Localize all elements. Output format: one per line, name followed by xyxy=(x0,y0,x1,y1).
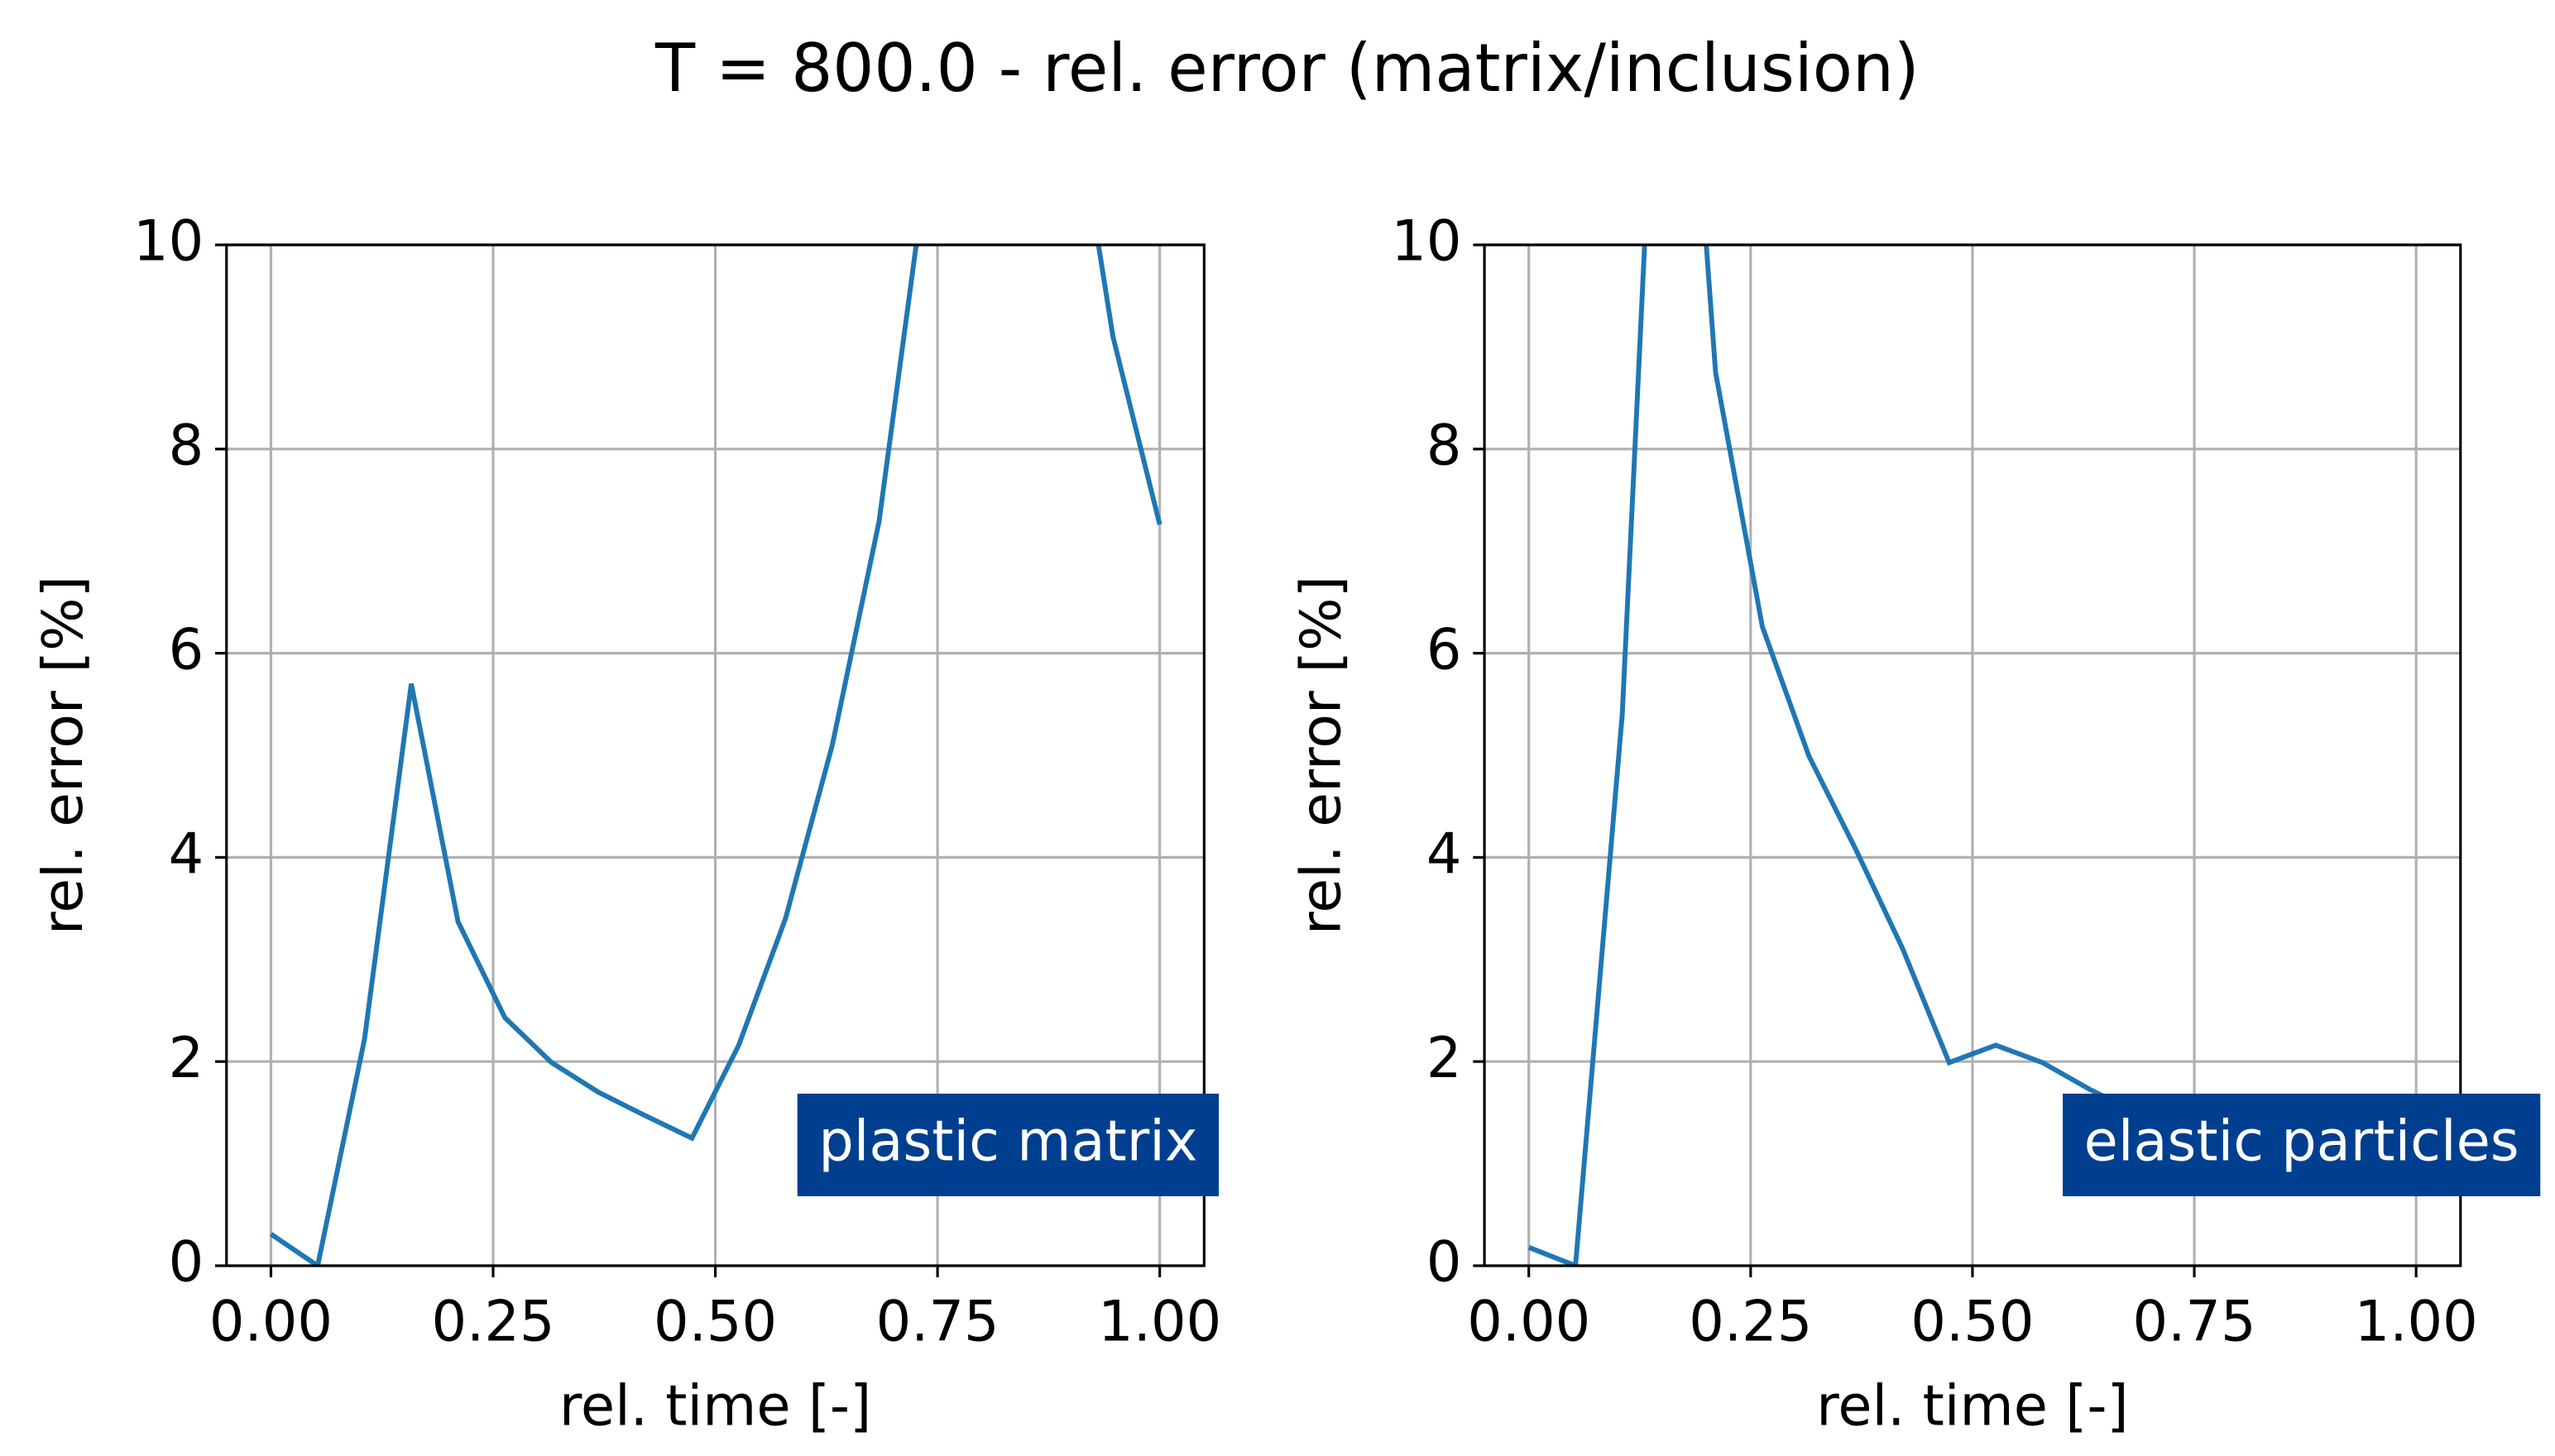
annotation-box xyxy=(2063,1094,2541,1196)
x-tick-label: 0.75 xyxy=(2133,1288,2256,1354)
subplot: 0.00 0.25 0.50 0.75 1.00 0 2 4 6 8 10 rel. time [-]… xyxy=(1288,208,2541,1439)
x-tick-label: 0.50 xyxy=(654,1288,777,1354)
x-axis-label: rel. time [-] xyxy=(559,1372,871,1439)
x-tick-label: 1.00 xyxy=(2355,1288,2478,1354)
x-tick-label: 0.25 xyxy=(1689,1288,1812,1354)
x-axis-label: rel. time [-] xyxy=(1816,1372,2128,1439)
y-tick-label: 0 xyxy=(169,1228,204,1295)
annotation: plastic matrix xyxy=(797,1094,1220,1196)
axes-frame xyxy=(1483,243,2462,1267)
x-tick-label: 0.00 xyxy=(1467,1288,1590,1354)
data-line xyxy=(269,245,1162,1266)
x-tick-label: 0.75 xyxy=(876,1288,999,1354)
y-tick-label: 10 xyxy=(133,208,204,274)
y-tick-label: 6 xyxy=(1426,616,1462,682)
y-axis-label: rel. error [%] xyxy=(1288,576,1353,935)
axes-frame xyxy=(225,243,1206,1267)
x-tick-label: 1.00 xyxy=(1098,1288,1221,1354)
y-tick-label: 2 xyxy=(1426,1024,1462,1090)
y-tick-label: 8 xyxy=(169,412,204,478)
x-tick-label: 0.25 xyxy=(431,1288,554,1354)
x-tick-label: 0.00 xyxy=(209,1288,333,1354)
y-tick-label: 6 xyxy=(169,616,204,682)
y-tick-label: 8 xyxy=(1426,412,1462,478)
y-axis-label: rel. error [%] xyxy=(31,576,95,935)
y-tick-label: 4 xyxy=(1426,821,1462,887)
annotation-box xyxy=(797,1094,1220,1196)
y-tick-label: 0 xyxy=(1426,1228,1462,1295)
annotation-text: elastic particles xyxy=(2084,1108,2519,1174)
subplot: 0.00 0.25 0.50 0.75 1.00 0 2 4 6 8 10 rel. time [-]… xyxy=(31,208,1222,1439)
annotation: elastic particles xyxy=(2063,1094,2541,1196)
figure-title: T = 800.0 - rel. error (matrix/inclusion… xyxy=(654,30,1920,108)
y-tick-label: 4 xyxy=(169,821,204,887)
y-tick-label: 10 xyxy=(1391,208,1461,274)
annotation-text: plastic matrix xyxy=(818,1108,1197,1174)
y-tick-label: 2 xyxy=(169,1024,204,1090)
x-tick-label: 0.50 xyxy=(1910,1288,2034,1354)
